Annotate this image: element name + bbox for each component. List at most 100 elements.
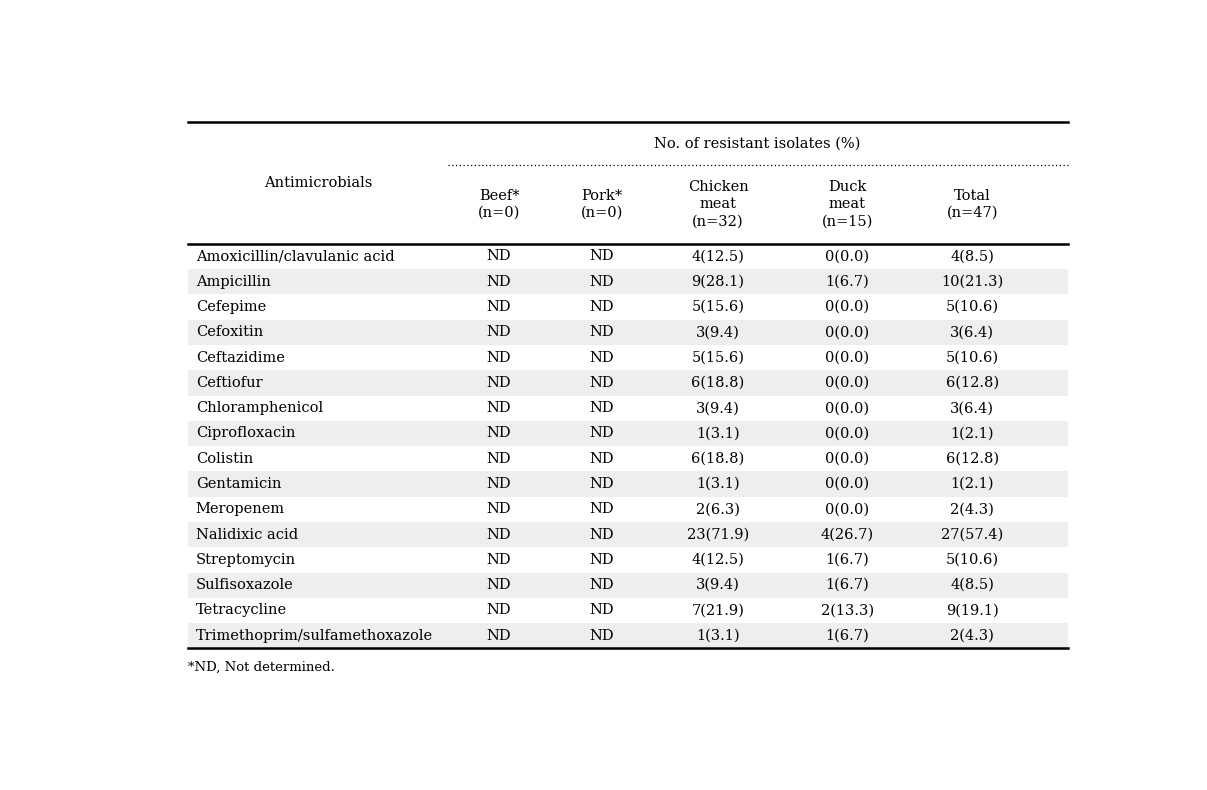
FancyBboxPatch shape bbox=[188, 269, 1067, 295]
Text: ND: ND bbox=[486, 502, 512, 517]
Text: 5(10.6): 5(10.6) bbox=[945, 351, 998, 365]
Text: 5(15.6): 5(15.6) bbox=[692, 300, 745, 314]
Text: ND: ND bbox=[486, 427, 512, 441]
Text: Chicken
meat
(n=32): Chicken meat (n=32) bbox=[688, 180, 748, 228]
Text: 0(0.0): 0(0.0) bbox=[826, 250, 869, 264]
Text: 5(15.6): 5(15.6) bbox=[692, 351, 745, 365]
Text: 1(3.1): 1(3.1) bbox=[696, 427, 740, 441]
Text: 7(21.9): 7(21.9) bbox=[692, 604, 745, 618]
Text: ND: ND bbox=[486, 553, 512, 567]
Text: 4(26.7): 4(26.7) bbox=[821, 528, 874, 542]
Text: 1(6.7): 1(6.7) bbox=[826, 629, 869, 643]
Text: Sulfisoxazole: Sulfisoxazole bbox=[196, 578, 293, 592]
Text: 3(9.4): 3(9.4) bbox=[696, 401, 740, 416]
Text: 23(71.9): 23(71.9) bbox=[687, 528, 750, 542]
Text: 1(3.1): 1(3.1) bbox=[696, 629, 740, 643]
Text: 27(57.4): 27(57.4) bbox=[941, 528, 1003, 542]
Text: ND: ND bbox=[590, 578, 614, 592]
FancyBboxPatch shape bbox=[188, 472, 1067, 497]
Text: 0(0.0): 0(0.0) bbox=[826, 401, 869, 416]
Text: 4(12.5): 4(12.5) bbox=[692, 553, 745, 567]
Text: 0(0.0): 0(0.0) bbox=[826, 452, 869, 466]
Text: Ampicillin: Ampicillin bbox=[196, 275, 270, 289]
Text: Ceftazidime: Ceftazidime bbox=[196, 351, 285, 365]
FancyBboxPatch shape bbox=[188, 573, 1067, 598]
Text: ND: ND bbox=[590, 275, 614, 289]
Text: Streptomycin: Streptomycin bbox=[196, 553, 296, 567]
Text: ND: ND bbox=[590, 250, 614, 264]
Text: 10(21.3): 10(21.3) bbox=[941, 275, 1003, 289]
Text: Colistin: Colistin bbox=[196, 452, 253, 466]
Text: ND: ND bbox=[486, 325, 512, 340]
FancyBboxPatch shape bbox=[188, 522, 1067, 547]
Text: Cefoxitin: Cefoxitin bbox=[196, 325, 263, 340]
Text: 3(9.4): 3(9.4) bbox=[696, 578, 740, 592]
Text: ND: ND bbox=[486, 250, 512, 264]
Text: 5(10.6): 5(10.6) bbox=[945, 553, 998, 567]
Text: ND: ND bbox=[486, 578, 512, 592]
Text: ND: ND bbox=[486, 401, 512, 416]
Text: 3(9.4): 3(9.4) bbox=[696, 325, 740, 340]
Text: ND: ND bbox=[486, 300, 512, 314]
Text: 3(6.4): 3(6.4) bbox=[950, 401, 995, 416]
Text: ND: ND bbox=[590, 452, 614, 466]
Text: ND: ND bbox=[590, 477, 614, 491]
Text: 1(2.1): 1(2.1) bbox=[950, 477, 993, 491]
Text: Meropenem: Meropenem bbox=[196, 502, 285, 517]
Text: 4(8.5): 4(8.5) bbox=[950, 578, 995, 592]
FancyBboxPatch shape bbox=[188, 320, 1067, 345]
Text: 1(2.1): 1(2.1) bbox=[950, 427, 993, 441]
Text: 1(3.1): 1(3.1) bbox=[696, 477, 740, 491]
Text: 0(0.0): 0(0.0) bbox=[826, 502, 869, 517]
Text: 0(0.0): 0(0.0) bbox=[826, 300, 869, 314]
Text: No. of resistant isolates (%): No. of resistant isolates (%) bbox=[654, 137, 861, 150]
Text: 2(13.3): 2(13.3) bbox=[821, 604, 874, 618]
Text: ND: ND bbox=[590, 604, 614, 618]
Text: Total
(n=47): Total (n=47) bbox=[946, 189, 998, 220]
Text: Nalidixic acid: Nalidixic acid bbox=[196, 528, 298, 542]
Text: Beef*
(n=0): Beef* (n=0) bbox=[478, 189, 520, 220]
Text: ND: ND bbox=[590, 351, 614, 365]
Text: ND: ND bbox=[486, 629, 512, 643]
Text: Pork*
(n=0): Pork* (n=0) bbox=[581, 189, 623, 220]
Text: 0(0.0): 0(0.0) bbox=[826, 376, 869, 390]
Text: 4(12.5): 4(12.5) bbox=[692, 250, 745, 264]
Text: ND: ND bbox=[486, 275, 512, 289]
Text: 0(0.0): 0(0.0) bbox=[826, 427, 869, 441]
Text: 9(19.1): 9(19.1) bbox=[946, 604, 998, 618]
Text: ND: ND bbox=[486, 477, 512, 491]
Text: ND: ND bbox=[590, 401, 614, 416]
Text: 3(6.4): 3(6.4) bbox=[950, 325, 995, 340]
Text: Ciprofloxacin: Ciprofloxacin bbox=[196, 427, 296, 441]
Text: ND: ND bbox=[590, 528, 614, 542]
Text: 6(18.8): 6(18.8) bbox=[692, 376, 745, 390]
Text: ND: ND bbox=[486, 604, 512, 618]
Text: ND: ND bbox=[590, 629, 614, 643]
Text: 1(6.7): 1(6.7) bbox=[826, 275, 869, 289]
Text: Tetracycline: Tetracycline bbox=[196, 604, 287, 618]
Text: ND: ND bbox=[590, 325, 614, 340]
Text: 2(4.3): 2(4.3) bbox=[950, 502, 995, 517]
Text: ND: ND bbox=[590, 427, 614, 441]
Text: 0(0.0): 0(0.0) bbox=[826, 325, 869, 340]
Text: 2(6.3): 2(6.3) bbox=[696, 502, 740, 517]
Text: ND: ND bbox=[590, 553, 614, 567]
Text: *ND, Not determined.: *ND, Not determined. bbox=[188, 660, 336, 674]
Text: 0(0.0): 0(0.0) bbox=[826, 477, 869, 491]
Text: Duck
meat
(n=15): Duck meat (n=15) bbox=[822, 180, 873, 228]
Text: ND: ND bbox=[486, 452, 512, 466]
Text: 6(12.8): 6(12.8) bbox=[945, 452, 998, 466]
Text: 9(28.1): 9(28.1) bbox=[692, 275, 745, 289]
Text: ND: ND bbox=[590, 300, 614, 314]
Text: Gentamicin: Gentamicin bbox=[196, 477, 281, 491]
FancyBboxPatch shape bbox=[188, 371, 1067, 396]
Text: 1(6.7): 1(6.7) bbox=[826, 553, 869, 567]
Text: 1(6.7): 1(6.7) bbox=[826, 578, 869, 592]
Text: 5(10.6): 5(10.6) bbox=[945, 300, 998, 314]
Text: Antimicrobials: Antimicrobials bbox=[264, 176, 372, 190]
Text: Amoxicillin/clavulanic acid: Amoxicillin/clavulanic acid bbox=[196, 250, 395, 264]
Text: ND: ND bbox=[486, 351, 512, 365]
Text: 0(0.0): 0(0.0) bbox=[826, 351, 869, 365]
FancyBboxPatch shape bbox=[188, 421, 1067, 446]
Text: 4(8.5): 4(8.5) bbox=[950, 250, 995, 264]
